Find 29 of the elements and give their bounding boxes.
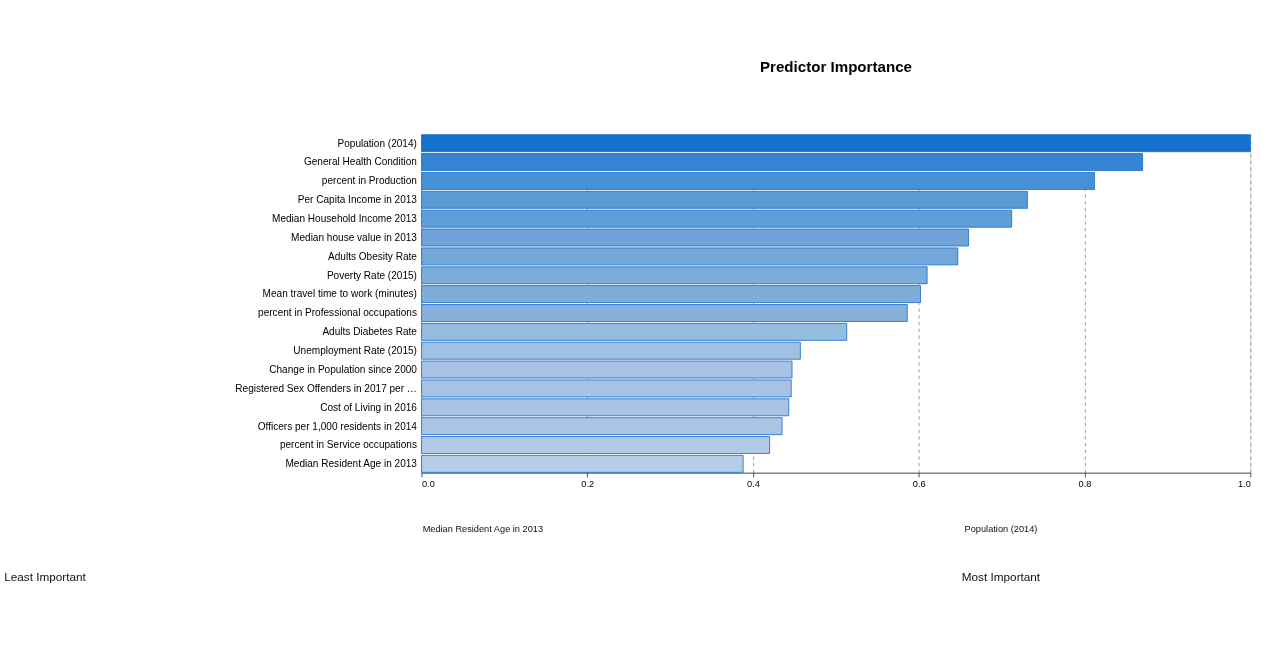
y-tick-label: Median Resident Age in 2013 bbox=[285, 458, 418, 470]
text: Most Important bbox=[961, 570, 1041, 584]
y-tick-label: percent in Production bbox=[321, 175, 417, 187]
y-tick-label: General Health Condition bbox=[303, 156, 417, 168]
x-tick-label: 0.4 bbox=[747, 478, 760, 489]
y-tick-label: Cost of Living in 2016 bbox=[320, 401, 418, 413]
y-tick-label: Median Household Income 2013 bbox=[272, 213, 418, 225]
text: Least Important bbox=[4, 570, 87, 584]
y-tick-label: Change in Population since 2000 bbox=[269, 363, 418, 375]
y-tick-label: Registered Sex Offenders in 2017 per … bbox=[235, 382, 417, 394]
y-tick-label: Adults Obesity Rate bbox=[327, 250, 418, 262]
y-tick-label: percent in Professional occupations bbox=[258, 307, 417, 319]
y-tick-label: Median house value in 2013 bbox=[291, 231, 418, 243]
x-tick-label: 0.6 bbox=[912, 478, 926, 489]
chart-title: Predictor Importance bbox=[759, 58, 912, 76]
y-tick-label: percent in Service occupations bbox=[279, 439, 417, 451]
y-tick-label: Poverty Rate (2015) bbox=[326, 269, 417, 281]
y-tick-label: Mean travel time to work (minutes) bbox=[262, 288, 417, 300]
y-tick-label: Unemployment Rate (2015) bbox=[293, 345, 417, 357]
x-tick-label: 1.0 bbox=[1237, 478, 1251, 489]
y-tick-label: Adults Diabetes Rate bbox=[322, 326, 418, 338]
x-tick-label: 0.8 bbox=[1078, 478, 1092, 489]
y-tick-label: Officers per 1,000 residents in 2014 bbox=[257, 420, 418, 432]
y-tick-label: Population (2014) bbox=[337, 137, 417, 149]
text: Population (2014) bbox=[964, 523, 1038, 534]
x-tick-label: 0.2 bbox=[581, 478, 595, 489]
y-tick-label: Per Capita Income in 2013 bbox=[297, 194, 418, 206]
text: Median Resident Age in 2013 bbox=[422, 523, 544, 534]
x-tick-label: 0.0 bbox=[421, 478, 435, 489]
